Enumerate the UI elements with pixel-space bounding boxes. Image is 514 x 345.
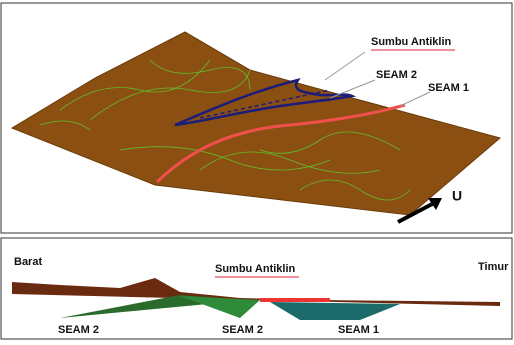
seam1-outcrop bbox=[260, 298, 330, 302]
seam-label: SEAM 1 bbox=[338, 324, 379, 336]
seam-label: SEAM 1 bbox=[428, 82, 469, 94]
west-label: Barat bbox=[14, 256, 42, 268]
seam-label: SEAM 2 bbox=[58, 324, 99, 336]
north-label: U bbox=[452, 188, 462, 204]
figure: Sumbu Antiklin SEAM 2 SEAM 1 U Barat Sum… bbox=[0, 0, 514, 340]
seam-label: SEAM 2 bbox=[222, 324, 263, 336]
seam-label: SEAM 2 bbox=[376, 69, 417, 81]
axis-label: Sumbu Antiklin bbox=[371, 36, 452, 48]
axis-label: Sumbu Antiklin bbox=[215, 263, 296, 275]
east-label: Timur bbox=[478, 261, 509, 273]
